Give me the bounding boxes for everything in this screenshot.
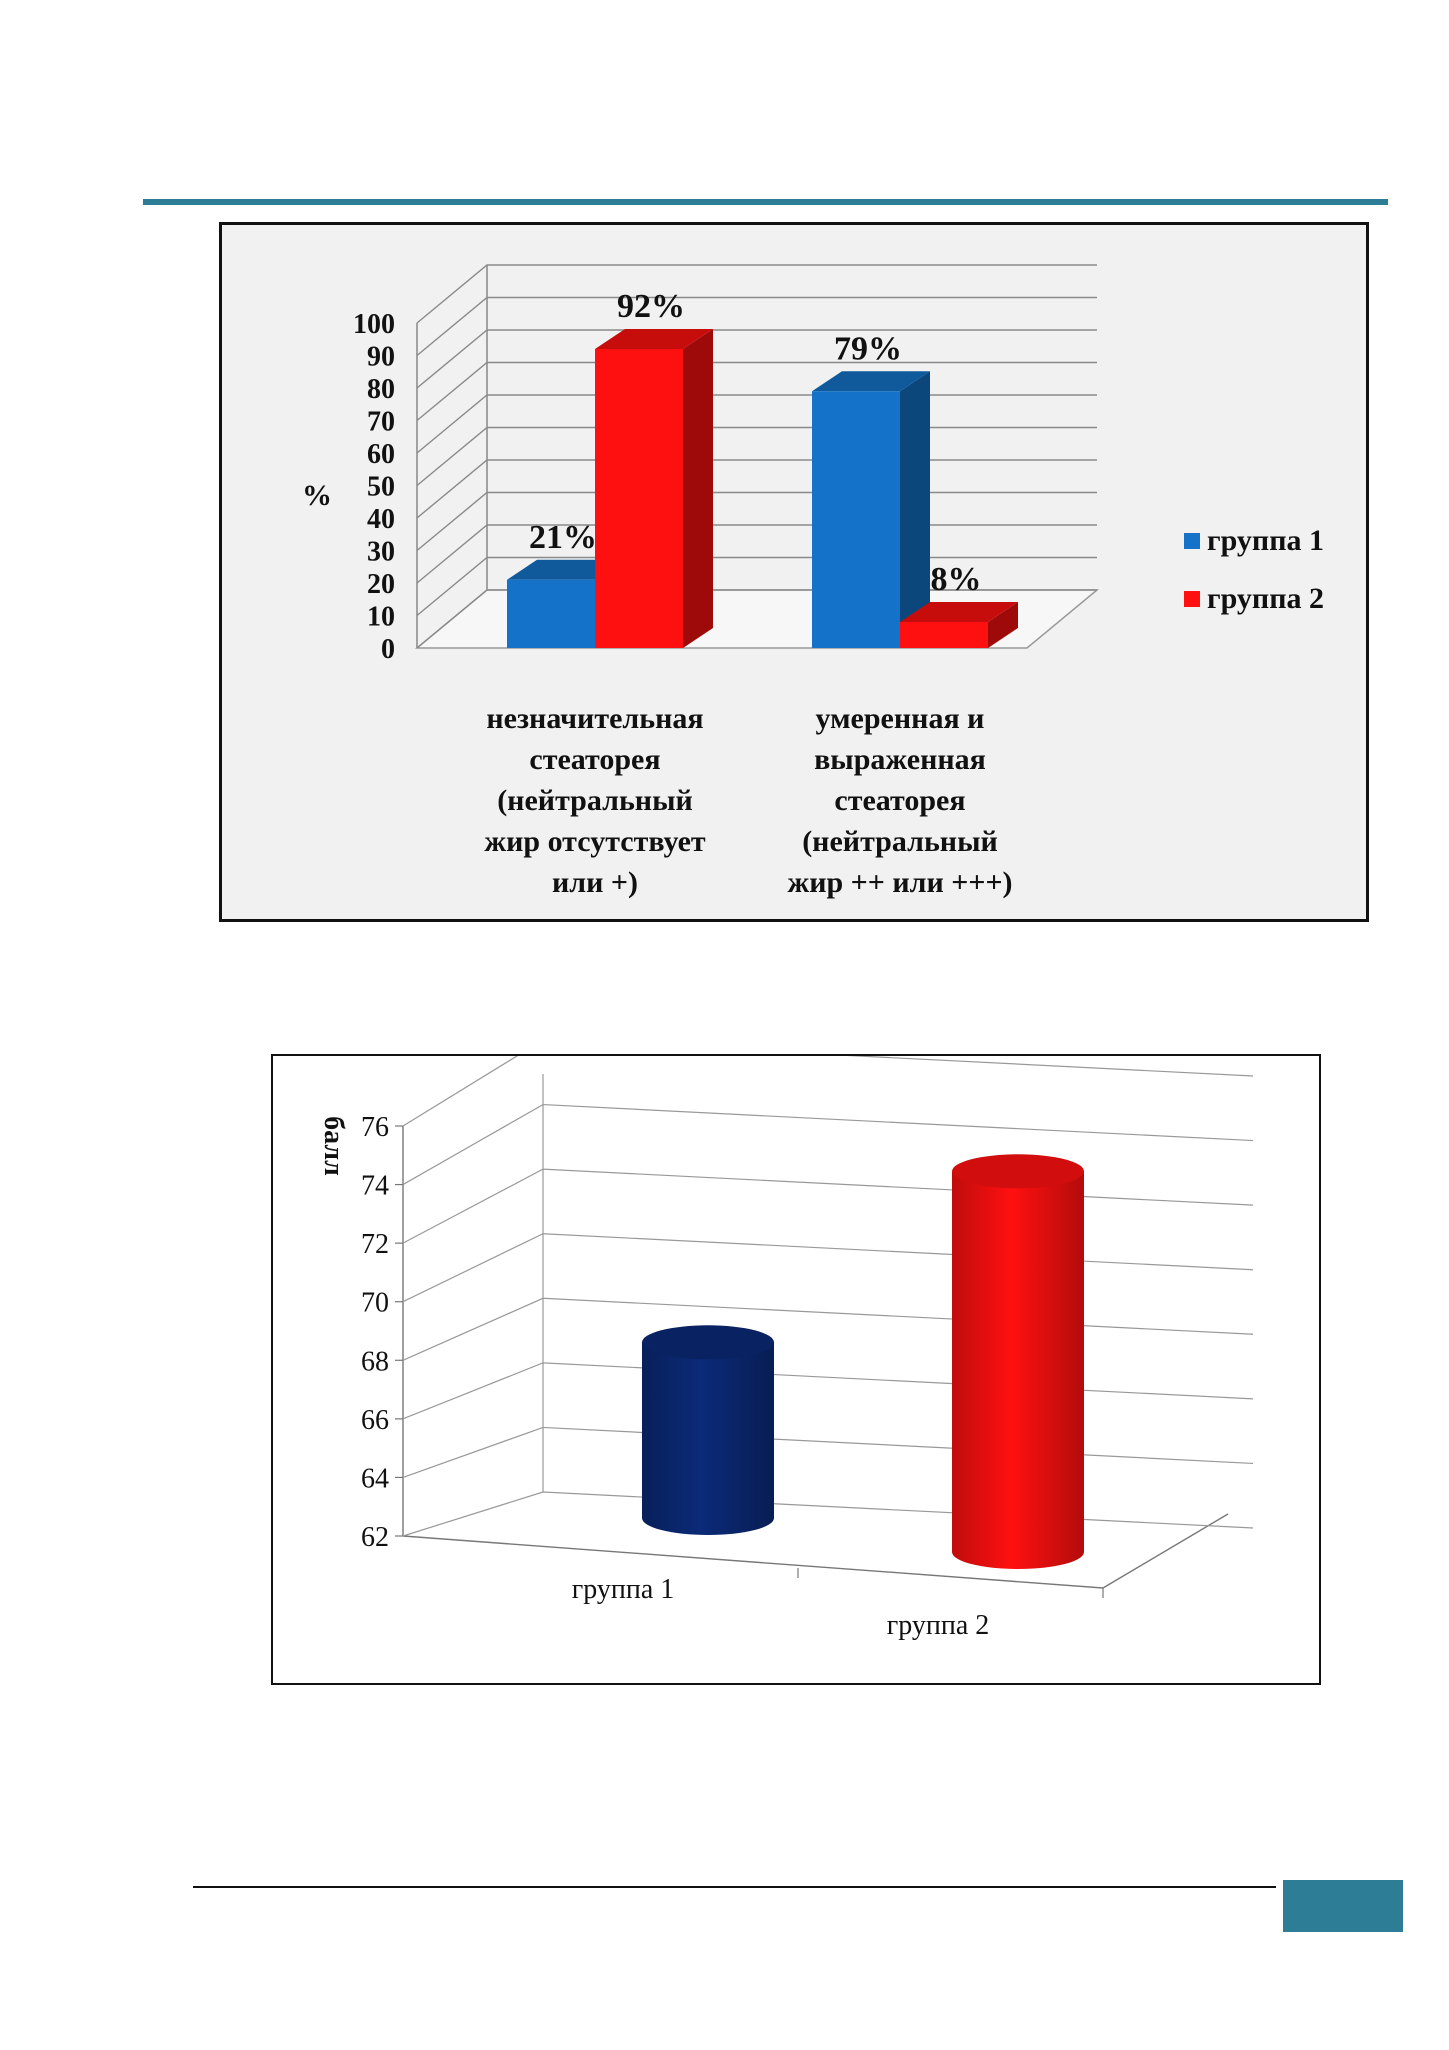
chart1-bar-front (900, 622, 988, 648)
chart1-legend-swatch (1184, 533, 1200, 549)
chart1-gridline (416, 361, 1097, 422)
chart2-gridline (402, 1491, 1254, 1537)
chart1-data-label: 21% (529, 519, 597, 556)
chart2-y-tick-label: 62 (361, 1522, 389, 1553)
chart2-y-tick-label: 74 (361, 1171, 389, 1202)
chart1-category-label: выраженная (814, 743, 986, 776)
chart1-bar-top (595, 329, 713, 349)
chart2-gridline (402, 1233, 1254, 1303)
chart1-category-label: стеаторея (834, 784, 965, 817)
chart1-legend-entry: группа 1 (1207, 524, 1324, 557)
chart1-bar (900, 602, 1018, 648)
chart2-y-tick-label: 66 (361, 1405, 389, 1436)
chart1-bar-front (595, 349, 683, 648)
chart2-y-tick-label: 68 (361, 1346, 389, 1377)
chart1-bar-side (900, 371, 930, 648)
chart1-category-label: (нейтральный (802, 825, 998, 858)
chart1-gridline (416, 459, 1097, 519)
chart1-category-label: жир ++ или +++) (787, 866, 1012, 899)
chart1-gridline (416, 394, 1097, 454)
chart2-gridline (402, 1168, 1254, 1244)
chart2-gridline (402, 1056, 1254, 1127)
chart1-y-tick-label: 60 (367, 439, 395, 470)
chart1-bar (595, 329, 713, 648)
chart1-bar-front (507, 579, 595, 648)
chart-score: 62 64 66 68 70 72 74 76 балл группа 1 группа 2 (318, 1056, 1254, 1641)
chart-steatorrhea-frame: 0 10 20 30 40 50 60 70 80 90 100% 21% 92% незначитель… (219, 222, 1369, 922)
chart1-category-label: (нейтральный (497, 784, 693, 817)
chart1-category-label: жир отсутствует (484, 825, 706, 858)
chart1-y-tick-label: 80 (367, 374, 395, 405)
chart1-y-tick-label: 0 (381, 634, 395, 665)
chart2-category-label: группа 2 (887, 1610, 990, 1641)
chart1-data-label: 79% (834, 330, 902, 367)
chart1-data-label: 8% (931, 561, 982, 598)
chart1-bar-side (683, 329, 713, 648)
chart2-cylinder-body (642, 1342, 774, 1535)
chart2-gridline (402, 1426, 1254, 1478)
chart1-gridline (416, 264, 1097, 324)
chart1-y-tick-label: 90 (367, 342, 395, 373)
chart1-y-axis-label: % (302, 479, 332, 512)
chart1-y-tick-label: 30 (367, 537, 395, 568)
header-rule (143, 199, 1388, 205)
chart2-floor-edge (402, 1513, 1229, 1589)
page-number-tab (1283, 1880, 1403, 1932)
chart2-y-tick-label: 72 (361, 1229, 389, 1260)
chart2-gridline (402, 1297, 1254, 1361)
chart1-bar (812, 371, 930, 648)
chart1-bar-front (812, 391, 900, 648)
chart1-gridline (416, 296, 1097, 357)
chart1-gridline (416, 491, 1097, 552)
chart1-y-tick-label: 70 (367, 407, 395, 438)
chart2-cylinder-bar (642, 1325, 774, 1535)
chart2-cylinder-body (952, 1171, 1084, 1569)
chart1-legend-swatch (1184, 591, 1200, 607)
chart2-gridline (402, 1103, 1254, 1186)
chart1-category-label: или +) (552, 866, 638, 899)
chart1-legend-entry: группа 2 (1207, 582, 1324, 615)
chart1-category-label: умеренная и (816, 702, 985, 735)
chart2-category-label: группа 1 (572, 1574, 675, 1605)
chart1-y-tick-label: 100 (353, 309, 395, 340)
chart1-y-tick-label: 10 (367, 602, 395, 633)
chart1-category-label: стеаторея (529, 743, 660, 776)
chart2-cylinder-top (642, 1325, 774, 1360)
chart1-y-tick-label: 40 (367, 504, 395, 535)
chart2-cylinder-bar (952, 1154, 1084, 1569)
footer-rule (193, 1886, 1276, 1888)
chart1-category-label: незначительная (486, 702, 703, 735)
chart2-cylinder-top (952, 1154, 1084, 1189)
chart-score-frame: 62 64 66 68 70 72 74 76 балл группа 1 группа 2 (271, 1054, 1321, 1685)
chart1-bar-side (988, 602, 1018, 648)
chart2-gridline (402, 1362, 1254, 1420)
chart1-y-tick-label: 50 (367, 472, 395, 503)
chart1-data-label: 92% (617, 288, 685, 325)
chart1-bar-top (900, 602, 1018, 622)
chart1-y-tick-label: 20 (367, 569, 395, 600)
chart1-bar-top (812, 371, 930, 392)
chart2-y-tick-label: 64 (361, 1463, 389, 1494)
chart2-y-tick-label: 76 (361, 1112, 389, 1143)
chart2-y-axis-label: балл (318, 1116, 349, 1176)
chart1-gridline (416, 329, 1097, 389)
chart2-y-tick-label: 70 (361, 1288, 389, 1319)
chart1-gridline (416, 426, 1097, 487)
